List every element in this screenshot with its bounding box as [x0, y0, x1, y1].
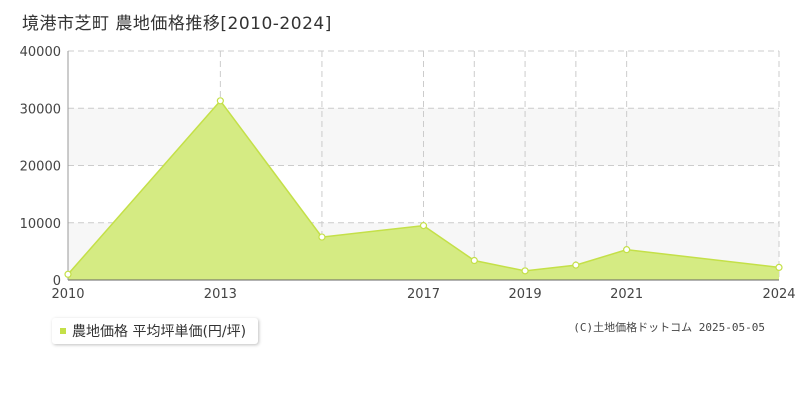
x-tick-label: 2019: [509, 287, 542, 302]
data-point: [775, 263, 783, 272]
y-tick-label: 20000: [20, 160, 61, 175]
data-point: [572, 261, 580, 269]
y-tick-labels: 0 10000 20000 30000 40000: [20, 45, 61, 289]
area-fill: [68, 100, 779, 281]
data-point: [623, 246, 631, 254]
axes: [67, 51, 779, 281]
legend-label: 農地価格 平均坪単価(円/坪): [72, 324, 247, 340]
data-point: [318, 233, 326, 241]
data-point: [64, 270, 72, 278]
legend-swatch: [60, 328, 66, 334]
grid-lines: [68, 50, 780, 280]
x-tick-label: 2024: [762, 287, 795, 302]
x-tick-label: 2017: [407, 287, 440, 302]
data-point: [419, 222, 428, 230]
y-tick-label: 40000: [20, 45, 61, 60]
legend: 農地価格 平均坪単価(円/坪): [52, 318, 259, 344]
y-tick-label: 0: [53, 274, 61, 289]
credit: (C)土地価格ドットコム 2025-05-05: [573, 321, 765, 334]
x-tick-label: 2010: [51, 287, 84, 302]
data-point: [216, 97, 224, 105]
series-markers: [64, 97, 783, 278]
data-point: [521, 267, 529, 275]
chart-title: 境港市芝町 農地価格推移[2010-2024]: [22, 14, 332, 34]
x-tick-labels: 2010 2013 2017 2019 2021 2024: [51, 287, 795, 302]
x-tick-label: 2021: [610, 287, 643, 302]
y-tick-label: 10000: [20, 217, 61, 232]
x-tick-label: 2013: [204, 287, 237, 302]
y-tick-label: 30000: [20, 102, 61, 117]
data-point: [470, 256, 478, 265]
